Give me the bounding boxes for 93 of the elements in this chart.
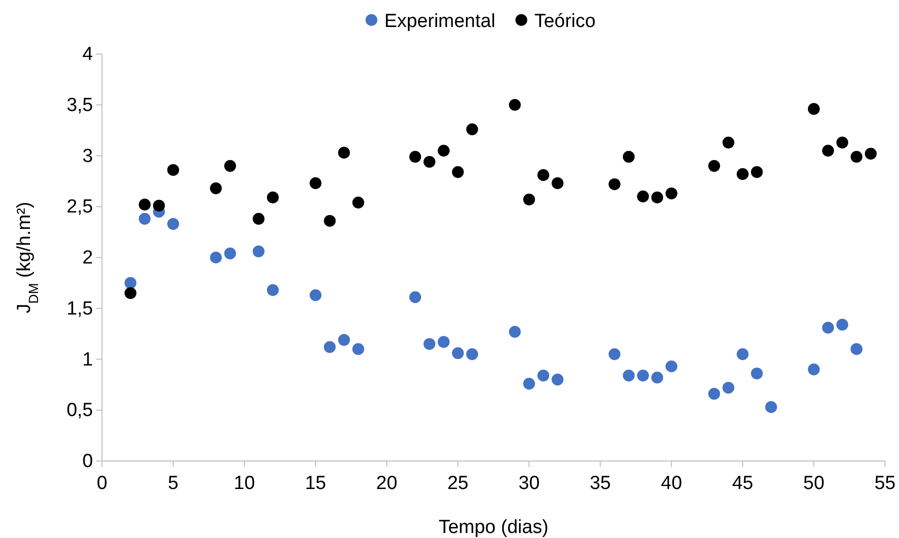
x-tick-label: 45 (732, 473, 754, 494)
legend-label: Teórico (534, 11, 596, 32)
y-tick-label: 1,5 (66, 298, 93, 320)
point (508, 98, 521, 111)
x-tick-label: 25 (447, 473, 468, 494)
y-tick-label: 0 (82, 451, 93, 472)
point (167, 218, 180, 230)
point (338, 334, 350, 346)
point (708, 160, 720, 172)
point (808, 103, 820, 115)
point (722, 136, 734, 148)
point (850, 150, 862, 163)
point (409, 291, 422, 304)
x-tick-label: 20 (376, 473, 398, 494)
point (850, 343, 862, 355)
point (722, 382, 734, 394)
point (750, 166, 763, 178)
point (352, 343, 364, 355)
point (637, 370, 649, 382)
point (324, 214, 336, 227)
point (666, 360, 678, 372)
point (622, 370, 635, 382)
point (808, 364, 820, 376)
point (666, 187, 678, 200)
point (210, 182, 222, 194)
point (608, 348, 620, 360)
point (167, 164, 180, 176)
point (324, 341, 336, 353)
point (864, 148, 877, 160)
point (765, 401, 778, 413)
y-tick-label: 3,5 (66, 94, 93, 116)
point (836, 318, 848, 331)
point (552, 374, 564, 386)
point (438, 144, 450, 157)
y-tick-label: 2 (82, 248, 93, 269)
point (352, 196, 364, 208)
point (210, 252, 222, 264)
point (822, 144, 834, 157)
y-tick-label: 1 (82, 349, 93, 370)
point (651, 372, 664, 384)
point (310, 177, 322, 190)
x-tick-label: 50 (803, 473, 824, 494)
point (452, 166, 464, 178)
x-tick-label: 5 (168, 473, 178, 494)
y-tick-label: 3 (82, 146, 93, 167)
x-tick-label: 40 (660, 473, 682, 494)
point (537, 370, 550, 382)
point (409, 150, 422, 163)
point (750, 368, 763, 380)
point (708, 388, 720, 400)
point (138, 212, 151, 225)
x-tick-label: 10 (234, 473, 255, 494)
point (338, 146, 350, 159)
point (736, 348, 749, 360)
point (266, 192, 279, 204)
point (310, 289, 322, 302)
point (252, 245, 265, 258)
point (124, 287, 136, 300)
point (153, 200, 165, 212)
point (452, 347, 464, 360)
point (637, 190, 649, 202)
point (252, 212, 265, 225)
point (523, 194, 536, 206)
point (651, 192, 664, 204)
point (736, 168, 749, 180)
x-tick-label: 15 (304, 473, 326, 494)
point (622, 150, 635, 163)
point (266, 284, 279, 296)
point (552, 177, 564, 190)
point (224, 160, 236, 172)
point (608, 178, 620, 190)
point (424, 338, 436, 350)
point (138, 198, 151, 210)
point (438, 336, 450, 348)
point (537, 169, 550, 181)
x-tick-label: 0 (96, 473, 108, 494)
point (836, 136, 848, 148)
y-tick-label: 0,5 (66, 400, 93, 422)
legend-label: Experimental (384, 11, 496, 32)
point (822, 322, 834, 334)
point (466, 123, 478, 136)
point (466, 348, 478, 360)
y-tick-label: 2,5 (66, 196, 93, 218)
point (523, 378, 536, 390)
x-tick-label: 30 (518, 473, 540, 494)
x-tick-label: 35 (590, 473, 611, 494)
y-tick-label: 4 (82, 44, 94, 66)
x-axis-title: Tempo (dias) (438, 517, 548, 538)
point (508, 326, 521, 338)
x-tick-label: 55 (874, 473, 896, 494)
point (124, 277, 136, 289)
point (424, 156, 436, 168)
point (224, 248, 236, 260)
